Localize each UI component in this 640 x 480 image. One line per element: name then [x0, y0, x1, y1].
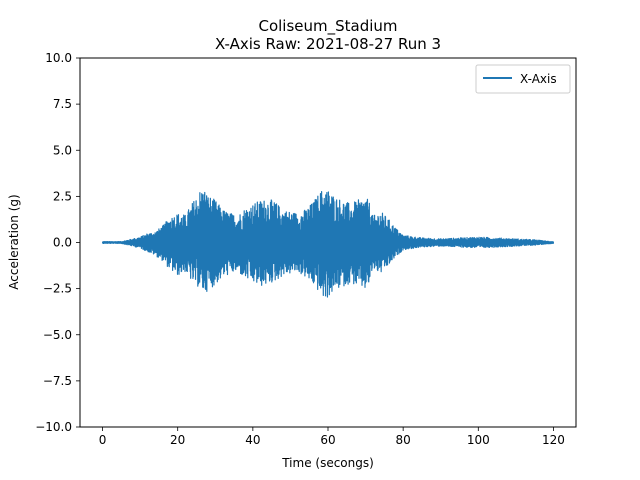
y-tick-label: 5.0	[53, 143, 72, 157]
y-tick-label: 2.5	[53, 189, 72, 203]
legend-box	[475, 64, 571, 94]
chart-title-line1: Coliseum_Stadium	[258, 17, 397, 36]
series-line-x-axis	[101, 191, 555, 298]
y-axis-label: Acceleration (g)	[7, 194, 21, 289]
y-tick-label: 10.0	[45, 51, 72, 65]
plot-area-frame	[79, 57, 577, 428]
x-tick-label: 80	[396, 433, 411, 447]
x-tick-label: 60	[320, 433, 335, 447]
legend-label: X-Axis	[520, 72, 557, 86]
x-tick-label: 20	[170, 433, 185, 447]
chart-title-line2: X-Axis Raw: 2021-08-27 Run 3	[215, 35, 441, 53]
x-axis-label: Time (secongs)	[281, 456, 374, 470]
y-tick-label: 0.0	[53, 236, 72, 250]
y-tick-label: 7.5	[53, 97, 72, 111]
y-tick-label: −7.5	[43, 374, 72, 388]
y-tick-label: −10.0	[35, 420, 72, 434]
x-tick-label: 0	[99, 433, 107, 447]
x-tick-label: 40	[245, 433, 260, 447]
x-tick-label: 120	[542, 433, 565, 447]
y-tick-label: −5.0	[43, 328, 72, 342]
x-axis-ticks: 0 20 40 60 80 100 120	[99, 427, 565, 447]
legend: X-Axis	[475, 64, 571, 94]
series-layer	[101, 191, 555, 298]
x-tick-label: 100	[467, 433, 490, 447]
y-tick-label: −2.5	[43, 282, 72, 296]
y-axis-ticks: −10.0 −7.5 −5.0 −2.5 0.0 2.5 5.0 7.5 10.0	[35, 51, 80, 434]
